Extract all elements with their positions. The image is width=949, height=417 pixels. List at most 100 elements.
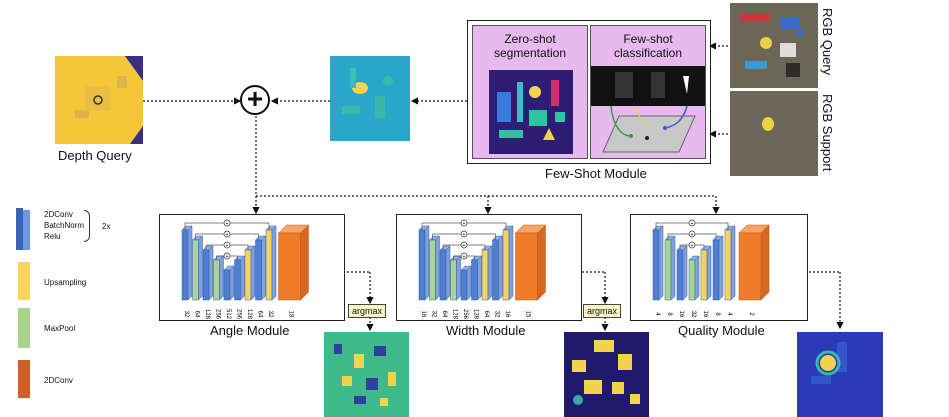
unet-output-conv bbox=[277, 224, 310, 301]
svg-text:+: + bbox=[463, 232, 466, 238]
unet-block bbox=[724, 225, 736, 301]
skip-connection: + bbox=[432, 230, 496, 240]
width-output-map bbox=[564, 332, 649, 417]
unet-channel-label: 64 bbox=[257, 311, 263, 318]
legend-upsampling-swatch bbox=[18, 262, 30, 300]
legend-brace bbox=[84, 210, 90, 242]
few-shot-module: Zero-shot segmentation Few-shot classifi… bbox=[467, 20, 711, 164]
unet-block bbox=[712, 235, 724, 301]
unet-channel-label: 128 bbox=[452, 309, 458, 320]
unet-channel-label: 256 bbox=[236, 309, 242, 320]
unet-channel-label: 512 bbox=[225, 309, 231, 320]
legend-2dconv-label: 2DConv bbox=[44, 376, 73, 385]
svg-text:+: + bbox=[463, 254, 466, 260]
svg-text:+: + bbox=[691, 221, 694, 227]
unet-channel-label: 4 bbox=[654, 312, 660, 316]
unet-block bbox=[254, 235, 267, 301]
angle-output-map bbox=[324, 332, 409, 417]
unet-channel-label: 32 bbox=[267, 311, 273, 318]
svg-text:+: + bbox=[463, 243, 466, 249]
svg-text:+: + bbox=[226, 221, 229, 227]
rgb-support-image bbox=[730, 91, 818, 176]
unet-channel-label: 256 bbox=[215, 309, 221, 320]
angle-module: 32 64 128 256 512 256 128 64 32 18 + + + + bbox=[159, 214, 345, 321]
depth-query-image bbox=[55, 56, 143, 144]
svg-text:+: + bbox=[226, 232, 229, 238]
skip-connection: + bbox=[655, 219, 729, 230]
unet-channel-label: 16 bbox=[420, 311, 426, 318]
legend-maxpool-swatch bbox=[18, 308, 30, 348]
unet-channel-label: 128 bbox=[246, 309, 252, 320]
zero-shot-image bbox=[489, 70, 573, 154]
segmentation-feature-map bbox=[330, 56, 410, 141]
unet-channel-label: 32 bbox=[690, 311, 696, 318]
unet-channel-label: 128 bbox=[204, 309, 210, 320]
unet-block bbox=[212, 255, 225, 301]
few-shot-module-label: Few-Shot Module bbox=[545, 166, 647, 181]
unet-channel-label: 64 bbox=[483, 311, 489, 318]
unet-block bbox=[418, 225, 430, 301]
width-module-label: Width Module bbox=[446, 323, 526, 338]
unet-block bbox=[664, 235, 676, 301]
unet-block bbox=[181, 225, 193, 301]
unet-channel-label: 15 bbox=[525, 311, 531, 318]
svg-text:+: + bbox=[691, 243, 694, 249]
unet-block bbox=[491, 235, 504, 301]
unet-channel-label: 18 bbox=[288, 311, 294, 318]
legend-conv-line-1: 2DConv bbox=[44, 210, 73, 219]
unet-block bbox=[460, 265, 472, 301]
rgb-support-label: RGB Support bbox=[820, 94, 835, 172]
width-module: 16 32 64 128 256 128 64 32 16 15 + + + + bbox=[396, 214, 582, 321]
zero-shot-panel: Zero-shot segmentation bbox=[472, 25, 588, 159]
unet-block bbox=[470, 255, 483, 301]
unet-block bbox=[265, 225, 277, 301]
skip-connection: + bbox=[195, 230, 259, 240]
legend-conv-line-3: Relu bbox=[44, 232, 61, 241]
svg-text:+: + bbox=[226, 243, 229, 249]
legend-2dconv-swatch bbox=[18, 360, 30, 398]
skip-connection: + bbox=[453, 252, 475, 260]
unet-block bbox=[652, 225, 664, 301]
unet-block bbox=[481, 245, 493, 301]
quality-unet-diagram: 4 8 16 32 16 8 4 2 + + + bbox=[652, 219, 770, 318]
angle-unet-diagram: 32 64 128 256 512 256 128 64 32 18 + + + + bbox=[181, 219, 310, 320]
unet-channel-label: 64 bbox=[194, 311, 200, 318]
legend-maxpool-label: MaxPool bbox=[44, 324, 76, 333]
unet-block bbox=[688, 255, 700, 301]
few-shot-panel: Few-shot classification bbox=[590, 25, 706, 159]
zero-shot-title: Zero-shot segmentation bbox=[493, 32, 567, 60]
unet-block bbox=[191, 235, 204, 301]
unet-output-conv bbox=[514, 224, 547, 301]
unet-channel-label: 4 bbox=[726, 312, 732, 316]
unet-channel-label: 16 bbox=[702, 311, 708, 318]
unet-channel-label: 256 bbox=[462, 309, 468, 320]
unet-block bbox=[202, 245, 214, 301]
legend-upsampling-label: Upsampling bbox=[44, 278, 87, 287]
skip-connection: + bbox=[442, 241, 486, 250]
skip-connection: + bbox=[667, 230, 717, 240]
unet-channel-label: 32 bbox=[494, 311, 500, 318]
skip-connection: + bbox=[421, 219, 507, 230]
legend-conv-line-2: BatchNorm bbox=[44, 221, 85, 230]
legend-conv-swatch bbox=[16, 208, 23, 250]
depth-query-label: Depth Query bbox=[58, 148, 132, 163]
few-shot-title: Few-shot classification bbox=[613, 32, 683, 60]
angle-module-label: Angle Module bbox=[210, 323, 290, 338]
unet-channel-label: 2 bbox=[748, 312, 754, 316]
quality-module-label: Quality Module bbox=[678, 323, 765, 338]
unet-channel-label: 32 bbox=[183, 311, 189, 318]
skip-connection: + bbox=[205, 241, 249, 250]
unet-block bbox=[233, 255, 246, 301]
unet-block bbox=[676, 245, 688, 301]
quality-output-map bbox=[797, 332, 883, 417]
legend-repeat: 2x bbox=[102, 222, 111, 231]
unet-channel-label: 128 bbox=[473, 309, 479, 320]
svg-text:+: + bbox=[691, 232, 694, 238]
unet-block bbox=[223, 265, 235, 301]
unet-block bbox=[439, 245, 451, 301]
unet-channel-label: 8 bbox=[666, 312, 672, 316]
sum-icon: + bbox=[240, 85, 270, 115]
unet-block bbox=[700, 245, 712, 301]
skip-connection: + bbox=[184, 219, 270, 230]
svg-text:+: + bbox=[226, 254, 229, 260]
